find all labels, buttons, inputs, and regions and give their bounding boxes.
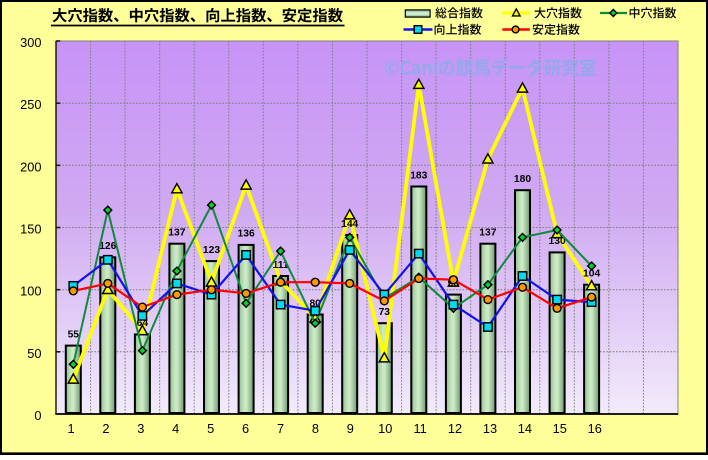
- svg-text:80: 80: [309, 298, 321, 309]
- svg-text:14: 14: [518, 421, 532, 436]
- svg-text:130: 130: [549, 236, 566, 247]
- svg-text:144: 144: [341, 219, 358, 230]
- svg-text:180: 180: [514, 174, 531, 185]
- svg-text:9: 9: [347, 421, 354, 436]
- svg-text:250: 250: [20, 97, 41, 112]
- svg-text:4: 4: [172, 421, 179, 436]
- svg-text:5: 5: [207, 421, 214, 436]
- svg-text:136: 136: [238, 229, 255, 240]
- svg-text:7: 7: [277, 421, 284, 436]
- svg-text:137: 137: [168, 228, 185, 239]
- svg-text:1: 1: [67, 421, 74, 436]
- svg-text:13: 13: [483, 421, 497, 436]
- svg-text:16: 16: [588, 421, 602, 436]
- svg-text:111: 111: [273, 260, 289, 271]
- svg-text:15: 15: [553, 421, 567, 436]
- svg-text:6: 6: [242, 421, 249, 436]
- svg-text:11: 11: [413, 421, 426, 436]
- svg-text:150: 150: [20, 222, 41, 237]
- svg-text:73: 73: [379, 307, 391, 318]
- svg-text:200: 200: [20, 159, 41, 174]
- svg-text:50: 50: [27, 346, 41, 361]
- svg-text:3: 3: [137, 421, 144, 436]
- svg-text:137: 137: [479, 228, 496, 239]
- svg-text:0: 0: [34, 408, 41, 423]
- svg-text:100: 100: [20, 284, 41, 299]
- svg-text:104: 104: [583, 269, 600, 280]
- svg-text:8: 8: [312, 421, 319, 436]
- svg-text:64: 64: [137, 318, 149, 329]
- svg-text:55: 55: [68, 329, 80, 340]
- svg-text:12: 12: [448, 421, 462, 436]
- svg-text:126: 126: [99, 241, 116, 252]
- svg-text:183: 183: [410, 170, 427, 181]
- svg-text:123: 123: [203, 245, 220, 256]
- svg-text:2: 2: [102, 421, 109, 436]
- svg-text:300: 300: [20, 35, 41, 50]
- svg-text:10: 10: [378, 421, 392, 436]
